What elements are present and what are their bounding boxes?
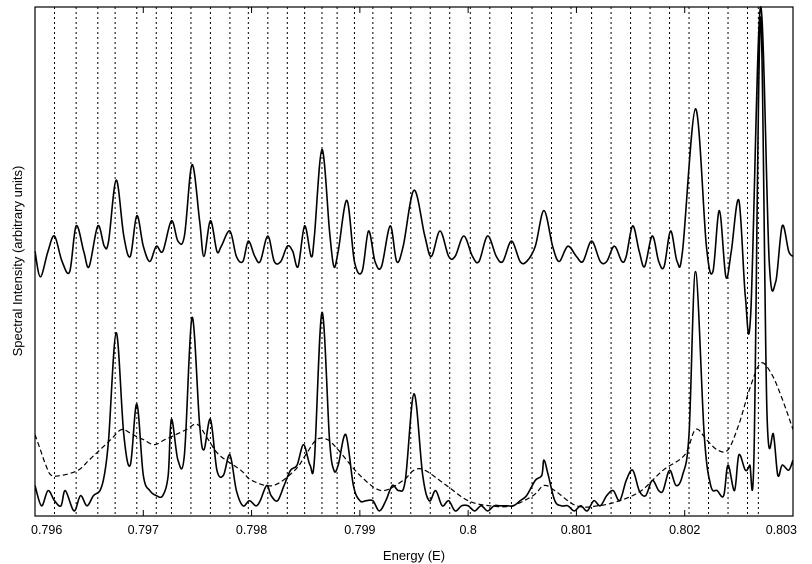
plot-frame [34, 6, 794, 517]
plot-background [35, 7, 793, 516]
series-line-3 [34, 362, 794, 508]
series-layer [34, 6, 794, 512]
x-tick-label: 0.797 [128, 523, 159, 537]
series-line-1 [34, 6, 794, 335]
x-tick-label: 0.799 [344, 523, 375, 537]
x-tick-label: 0.8 [459, 523, 476, 537]
series-line-2 [34, 16, 794, 512]
x-axis-label: Energy (E) [383, 548, 445, 563]
x-tick-label: 0.802 [669, 523, 700, 537]
x-tick-label: 0.803 [766, 523, 797, 537]
x-tick-label: 0.796 [31, 523, 62, 537]
x-tick-label: 0.798 [236, 523, 267, 537]
y-axis-label: Spectral Intensity (arbitrary units) [10, 166, 25, 357]
x-axis: 0.796 0.797 0.798 0.799 0.8 0.801 0.802 0.803 [31, 7, 797, 537]
x-tick-label: 0.801 [561, 523, 592, 537]
